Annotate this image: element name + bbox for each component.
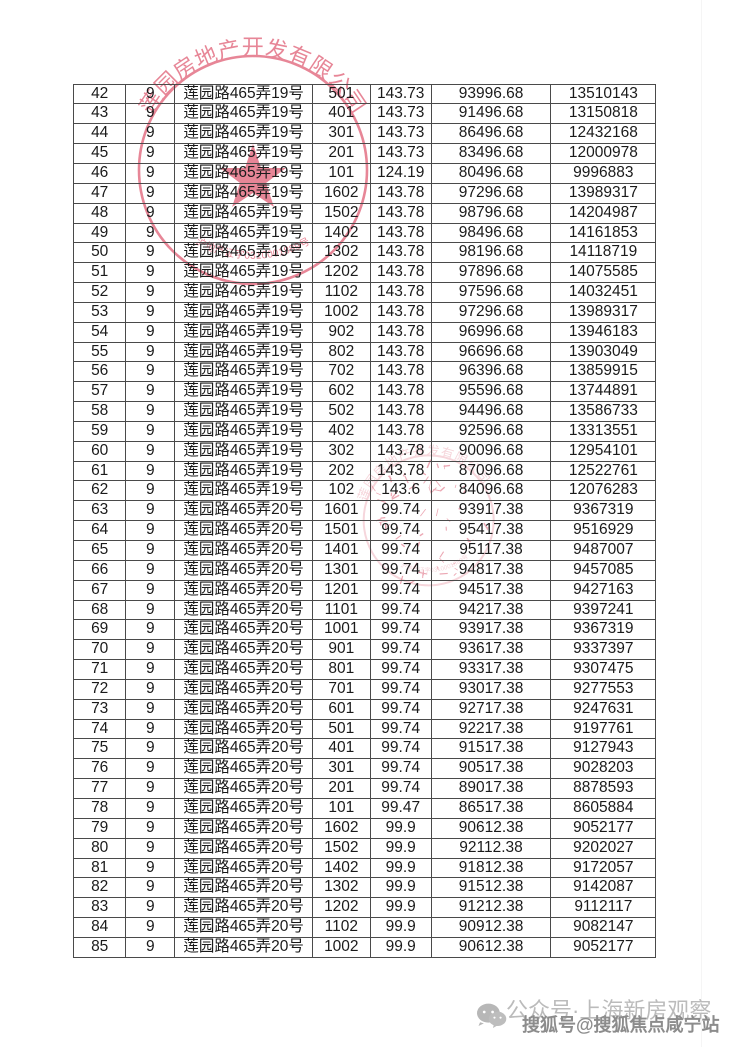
svg-text:搜狐号@搜狐焦点咸宁站: 搜狐号@搜狐焦点咸宁站 — [522, 1014, 720, 1035]
